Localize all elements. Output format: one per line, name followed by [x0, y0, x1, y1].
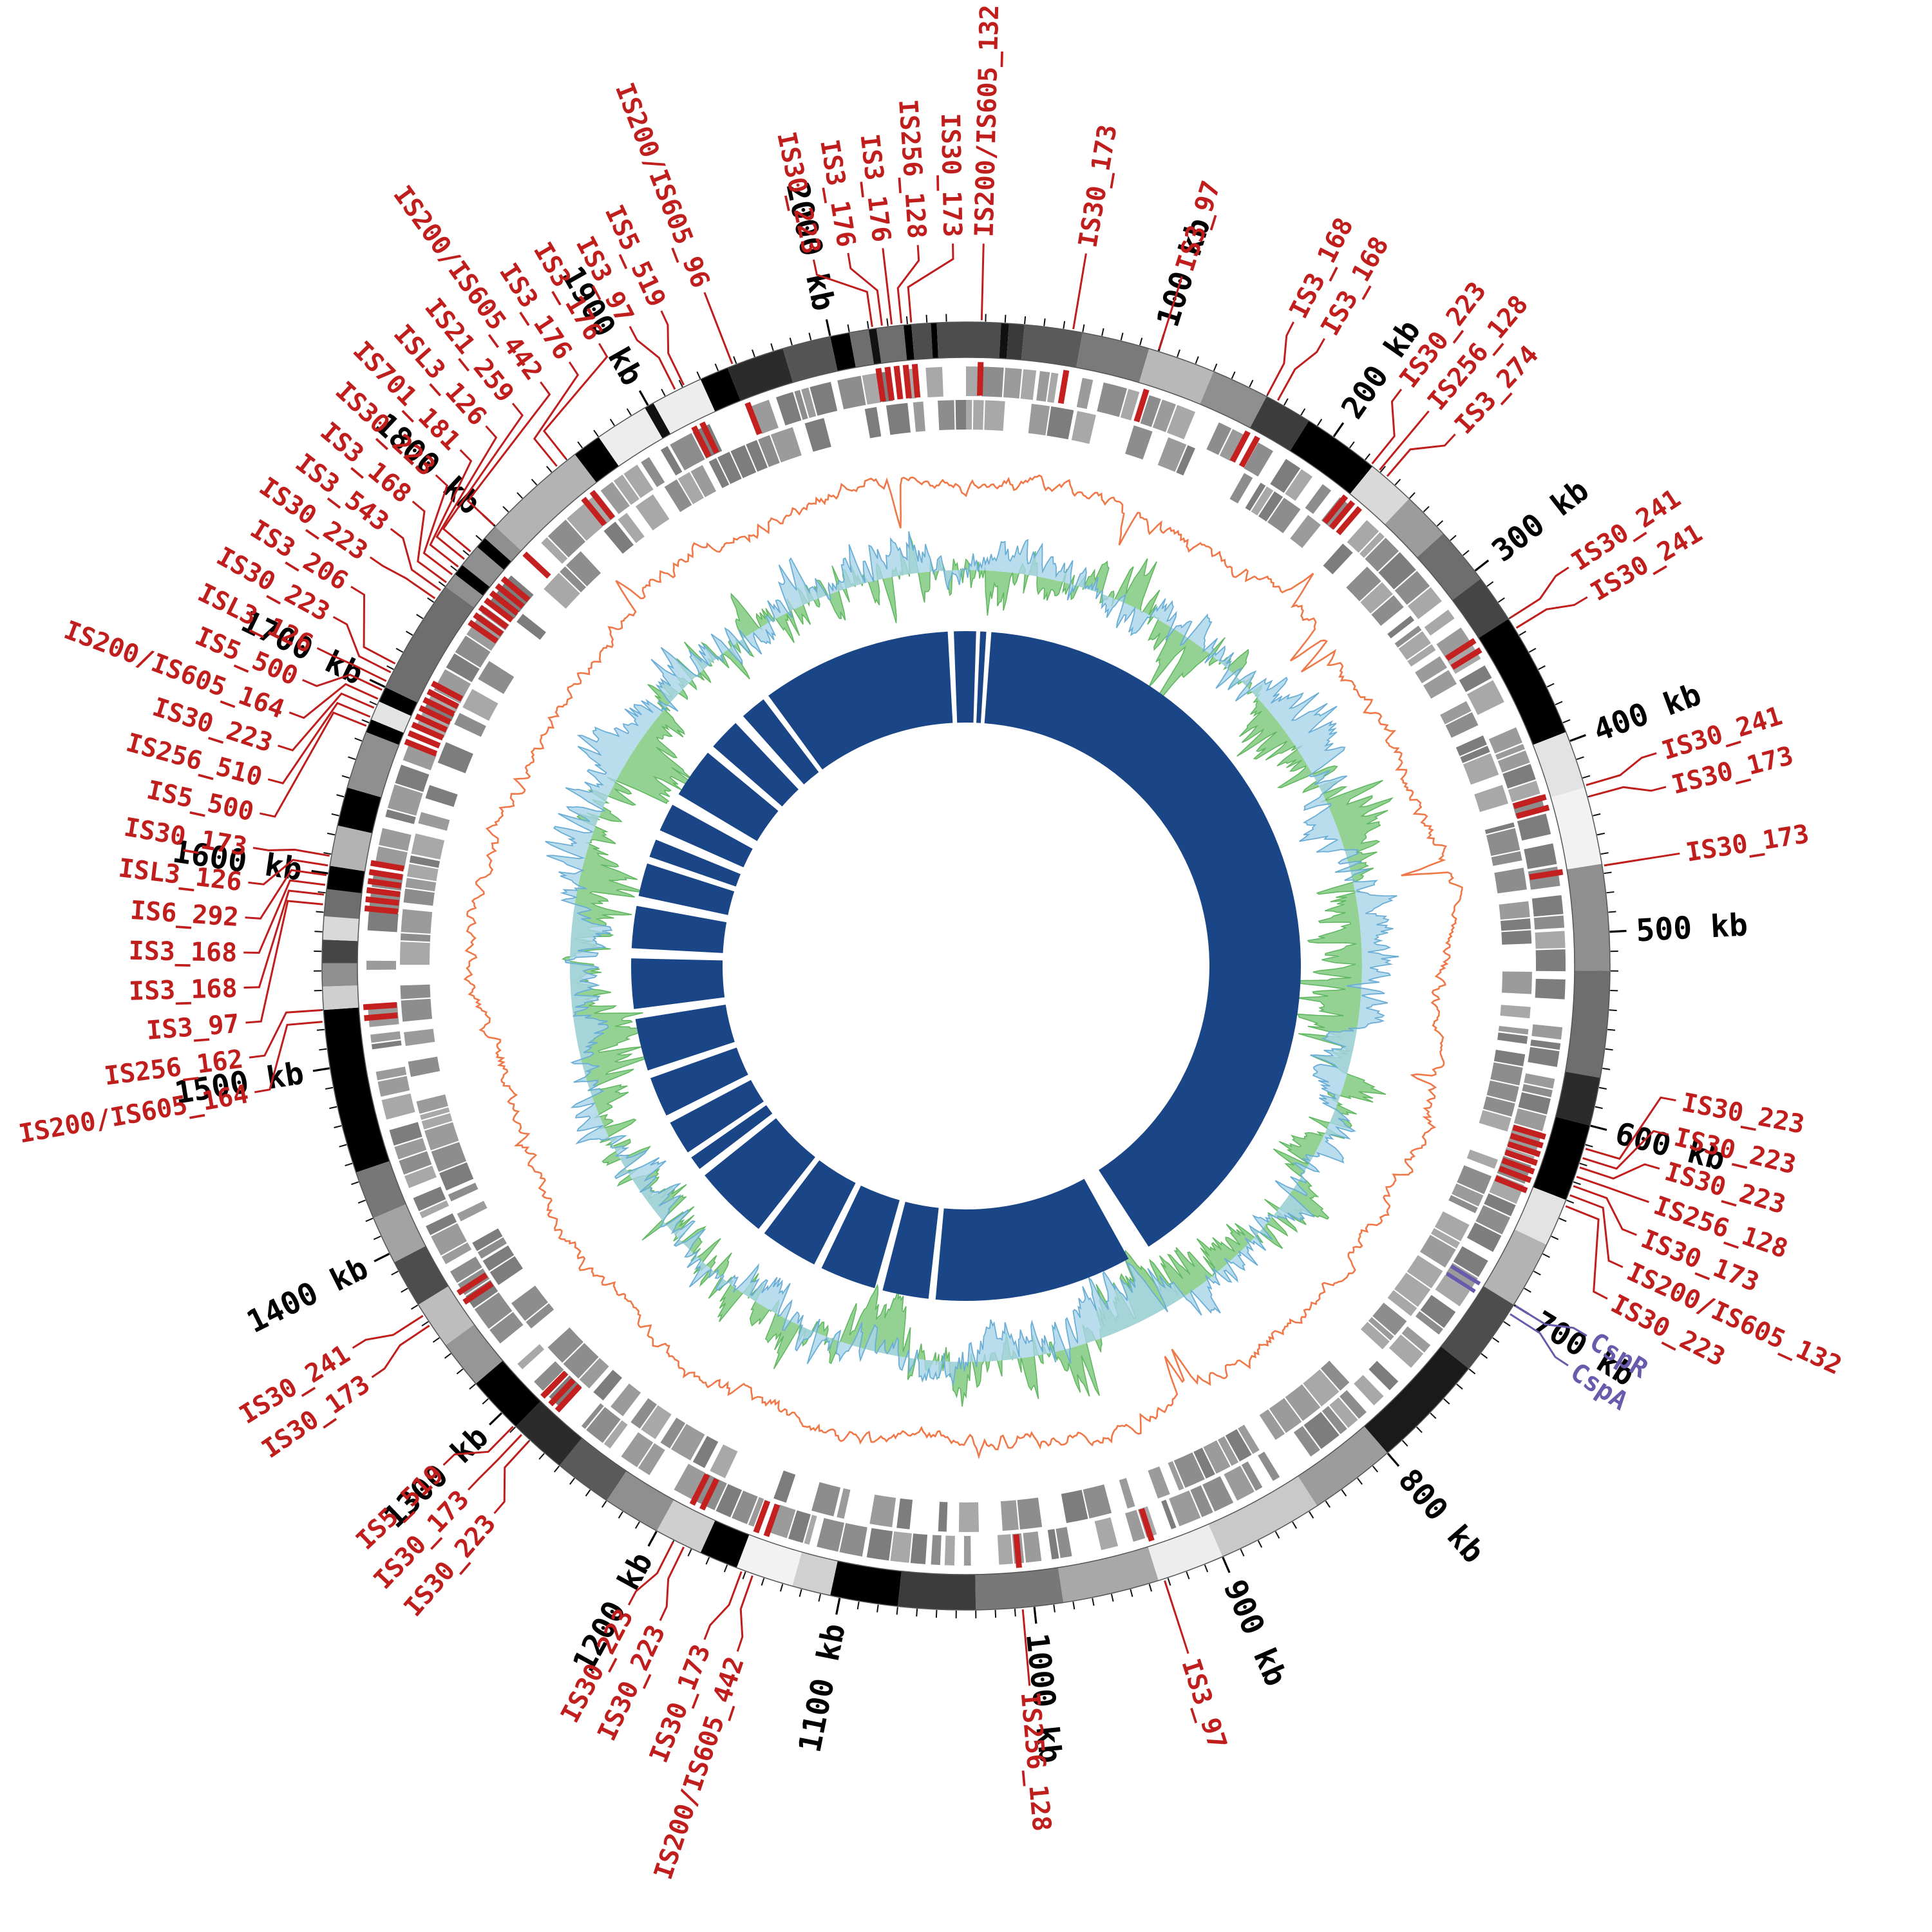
is-element-label: IS30_173	[935, 113, 967, 237]
axis-tick-label: 900 kb	[1217, 1575, 1294, 1691]
axis-tick-label: 1400 kb	[241, 1250, 374, 1340]
is-element-label: IS30_173	[1073, 122, 1122, 250]
axis-tick-label: 800 kb	[1391, 1462, 1492, 1570]
gene-track-inner	[400, 400, 1532, 1532]
axis-ticks	[314, 314, 1618, 1618]
is-leader-lines	[243, 243, 1680, 1686]
gc-skew-track	[463, 474, 1463, 1460]
is-element-label: IS3_168	[128, 974, 238, 1007]
is-element-label: IS256_128	[893, 99, 931, 240]
is-tick-marks	[363, 362, 1564, 1568]
gc-content-track	[545, 531, 1399, 1407]
is-element-label: IS3_97	[146, 1009, 241, 1046]
is-element-label: IS200/IS605_164	[17, 1079, 251, 1149]
is-element-label: IS3_176	[854, 133, 896, 244]
axis-tick-label: 1100 kb	[791, 1620, 853, 1755]
ideogram-ring	[321, 321, 1611, 1611]
inner-coverage-ring	[630, 630, 1301, 1302]
is-element-label: IS6_292	[129, 896, 240, 933]
is-element-label: IS3_97	[1175, 1655, 1232, 1753]
is-element-label: IS200/IS605_132	[969, 5, 1005, 238]
axis-tick-label: 500 kb	[1635, 907, 1748, 949]
is-element-label: IS3_168	[128, 936, 237, 968]
is-element-label: IS30_173	[1684, 819, 1811, 867]
